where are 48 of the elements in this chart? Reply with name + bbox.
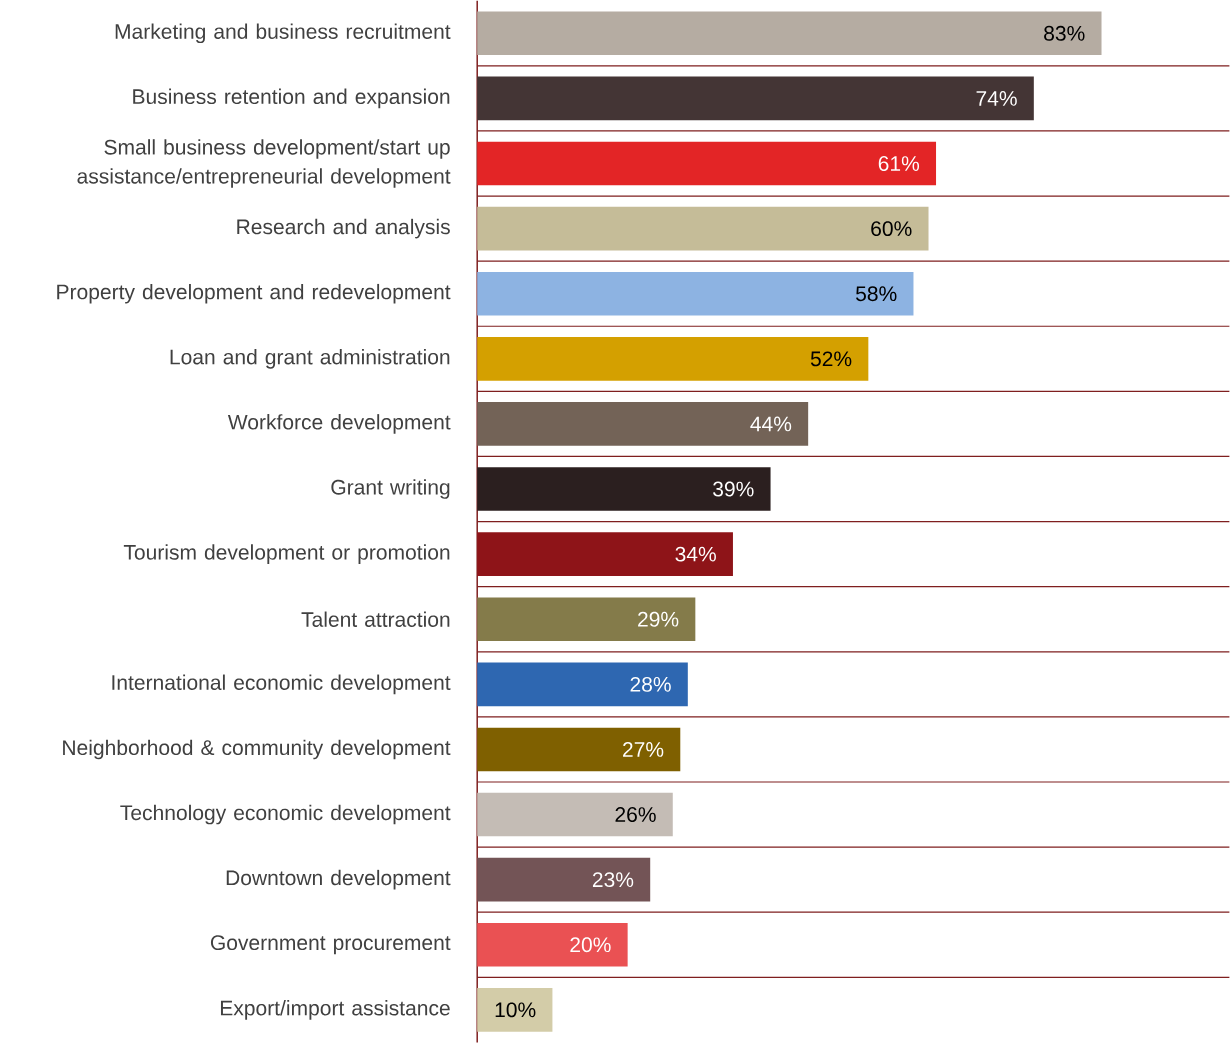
y-tick-label: Loan and grant administration [170,348,450,369]
y-tick-label: Workforce development [227,414,451,434]
data-label: 28% [630,676,671,692]
data-label: 52% [810,351,852,367]
bar [477,987,553,1032]
data-label: 44% [750,416,792,432]
y-tick-label: Business retention and expansion [133,88,450,109]
y-tick-label: Government procurement [210,935,451,955]
bar [477,857,651,902]
y-tick-label: Neighborhood & community development [63,739,451,760]
bar [477,467,771,511]
y-tick-label: Marketing and business recruitment [115,23,451,44]
y-tick-label: Small business development/start up assistance/entrepreneurial development [77,139,451,188]
data-label: 74% [976,90,1017,106]
bar [477,727,681,772]
bar [477,141,937,186]
data-label: 10% [495,1002,536,1018]
y-tick-label: Property development and redevelopment [57,283,451,304]
bar [477,11,1102,56]
data-label: 27% [623,741,664,757]
bar [477,792,673,837]
bar [477,271,914,316]
y-tick-label: Talent attraction [301,611,450,627]
data-label: 23% [592,872,634,888]
bar [477,662,688,707]
bar [477,206,929,251]
bar [477,922,628,967]
data-label: 20% [570,937,611,953]
data-label: 61% [878,156,920,171]
data-label: 34% [675,546,716,562]
data-label: 60% [871,221,912,236]
data-label: 83% [1044,25,1085,41]
y-tick-label: Downtown development [226,869,451,890]
y-tick-label: Export/import assistance [220,999,450,1020]
y-tick-label: Research and analysis [237,218,450,239]
y-tick-label: International economic development [112,674,451,695]
bar [477,532,733,576]
data-label: 26% [615,807,656,822]
bar [477,336,869,381]
y-tick-label: Tourism development or promotion [123,544,450,564]
bar [477,402,809,446]
bar [477,597,696,641]
y-tick-label: Technology economic development [120,804,451,825]
y-tick-label: Grant writing [331,479,450,499]
data-label: 58% [856,286,897,302]
bar [477,76,1034,121]
data-label: 39% [713,481,754,497]
data-label: 29% [638,611,679,627]
